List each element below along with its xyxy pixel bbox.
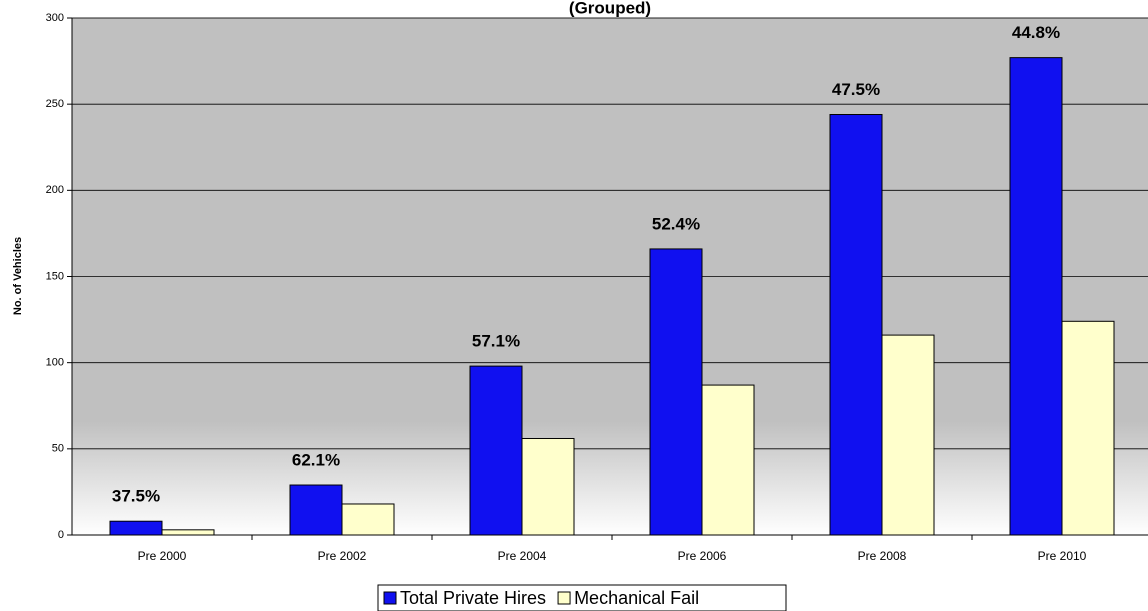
x-tick-label: Pre 2008 — [858, 549, 907, 563]
bar — [829, 114, 883, 536]
bar — [881, 334, 935, 536]
legend-box — [377, 584, 787, 611]
y-tick-label: 300 — [46, 12, 64, 24]
bar — [469, 365, 523, 536]
legend-swatch — [557, 591, 571, 605]
percent-label: 47.5% — [832, 80, 880, 99]
y-tick-label: 150 — [46, 270, 64, 282]
legend-label: Total Private Hires — [400, 588, 546, 608]
y-tick-label: 50 — [52, 443, 64, 455]
percent-label: 57.1% — [472, 332, 520, 351]
bar — [289, 484, 343, 536]
bar — [1009, 57, 1063, 536]
y-tick-label: 250 — [46, 98, 64, 110]
x-tick-label: Pre 2000 — [138, 549, 187, 563]
chart-title: (Grouped) — [569, 0, 651, 17]
bar — [1061, 320, 1115, 536]
y-tick-label: 200 — [46, 184, 64, 196]
percent-label: 37.5% — [112, 487, 160, 506]
x-tick-label: Pre 2006 — [678, 549, 727, 563]
y-tick-label: 100 — [46, 357, 64, 369]
percent-label: 44.8% — [1012, 23, 1060, 42]
x-tick-label: Pre 2004 — [498, 549, 547, 563]
percent-label: 62.1% — [292, 451, 340, 470]
y-axis-label: No. of Vehicles — [12, 237, 24, 315]
x-tick-label: Pre 2010 — [1038, 549, 1087, 563]
bar — [161, 529, 215, 536]
bar — [701, 384, 755, 536]
bar — [109, 520, 163, 536]
x-tick-label: Pre 2002 — [318, 549, 367, 563]
legend-label: Mechanical Fail — [574, 588, 699, 608]
bar — [649, 248, 703, 536]
y-tick-label: 0 — [58, 529, 64, 541]
legend-swatch — [383, 591, 397, 605]
bar — [341, 503, 395, 536]
bar — [521, 437, 575, 536]
percent-label: 52.4% — [652, 214, 700, 233]
